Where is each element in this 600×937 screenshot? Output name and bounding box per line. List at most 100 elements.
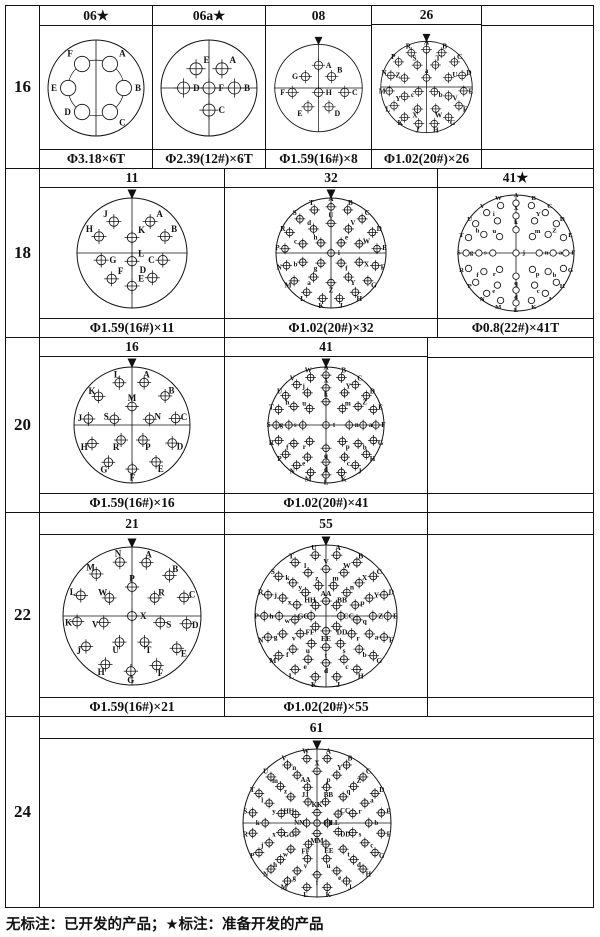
shell-size-label: 24	[6, 717, 40, 907]
pin-label: MM	[310, 837, 324, 845]
pin-label: L	[324, 479, 329, 487]
pin-label: U	[328, 212, 333, 220]
contact-spec: Φ1.02(20#)×55	[225, 697, 427, 716]
pin-X: X	[511, 205, 520, 220]
pin-label: k	[324, 391, 328, 399]
pin-P: P	[391, 54, 405, 68]
pin-label: A	[335, 543, 341, 552]
pin-q: q	[337, 788, 350, 803]
pin-U: U	[442, 71, 458, 84]
pin-G: G	[362, 275, 377, 290]
pin-T: T	[137, 634, 152, 655]
pin-i: i	[492, 211, 501, 225]
pin-label: X	[362, 573, 368, 582]
pin-label: AA	[321, 589, 332, 598]
pin-u: u	[302, 400, 315, 415]
pin-C: C	[101, 103, 126, 127]
pin-label: A	[143, 370, 150, 380]
pin-B: B	[157, 224, 177, 245]
pin-label: E	[386, 808, 391, 816]
pin-label: L	[303, 891, 308, 899]
connector-insert-diagram: A B CD E FG H J KL M NP R T U V W X Y Z Sa b c	[379, 34, 473, 135]
pin-B: B	[115, 79, 141, 96]
pin-label: M	[379, 88, 386, 96]
contact-spec	[428, 493, 593, 512]
pin-K: K	[527, 297, 537, 311]
pin-label: G	[109, 256, 116, 266]
pin-label: j	[260, 842, 263, 850]
pin-T: T	[269, 404, 284, 416]
pin-a: a	[307, 272, 319, 288]
pin-a: a	[549, 249, 562, 258]
pin-D: D	[360, 388, 375, 402]
pin-z: z	[312, 574, 325, 592]
pin-label: d	[324, 466, 328, 474]
pin-g: g	[469, 249, 482, 258]
pin-label: L	[289, 672, 294, 681]
pin-label: D	[379, 786, 384, 794]
pin-label: G	[450, 120, 456, 128]
pin-label: i	[492, 211, 494, 218]
pin-label: M	[495, 304, 502, 311]
pin-label: r	[492, 272, 495, 279]
pin-BB: BB	[330, 595, 347, 612]
pin-label: g	[469, 250, 473, 257]
contact-spec: Φ1.59(16#)×21	[40, 697, 224, 716]
pin-label: x	[272, 831, 276, 839]
pin-H: H	[81, 437, 99, 453]
pin-u: u	[492, 228, 503, 241]
insert-code: 55	[225, 513, 427, 535]
pin-c: c	[359, 837, 373, 850]
pin-label: n	[355, 421, 359, 429]
pin-label: F	[381, 264, 386, 272]
pin-J: J	[103, 209, 122, 230]
pin-W: W	[430, 103, 443, 120]
contact-spec: Φ3.18×6T	[40, 149, 152, 168]
pin-C: C	[356, 210, 370, 225]
pin-B: B	[342, 199, 354, 216]
pin-label: b	[363, 650, 367, 659]
contact-spec: Φ1.59(16#)×8	[266, 149, 371, 168]
pin-label: X	[412, 112, 418, 120]
pin-label: q	[346, 788, 350, 796]
pin-c: c	[339, 452, 350, 468]
pin-label: D	[64, 107, 71, 117]
pin-label: d	[514, 294, 518, 301]
pin-X: X	[412, 104, 424, 120]
pin-label: p	[535, 272, 539, 279]
pin-A: A	[142, 209, 163, 230]
pin-label: GG	[298, 612, 310, 621]
orientation-marker-icon	[422, 34, 431, 43]
pin-N: N	[381, 70, 397, 82]
pin-label: Z	[378, 612, 383, 621]
pin-b: b	[544, 268, 556, 279]
pin-F: F	[125, 462, 140, 483]
pin-H: H	[360, 449, 376, 463]
pin-C: C	[448, 54, 462, 68]
pin-m: m	[528, 228, 540, 241]
pin-g: g	[280, 420, 295, 431]
pin-E: E	[186, 54, 210, 78]
pin-X: X	[353, 573, 368, 589]
pin-D: D	[322, 99, 340, 118]
pin-CC: CC	[335, 610, 354, 622]
pin-F: F	[280, 85, 299, 99]
pin-label: K	[318, 302, 324, 310]
pin-A: A	[331, 543, 343, 561]
pin-Z: Z	[347, 777, 361, 792]
pin-label: D	[192, 620, 199, 630]
pin-label: FF	[305, 628, 315, 637]
pin-P: P	[467, 279, 479, 291]
pin-label: J	[336, 680, 340, 689]
pin-r: r	[346, 807, 361, 819]
pin-label: U	[311, 543, 317, 552]
pin-B: B	[340, 754, 352, 771]
pin-label: C	[365, 768, 370, 776]
pin-label: J	[415, 127, 419, 135]
pin-label: HH	[283, 808, 294, 816]
pin-GG: GG	[283, 826, 301, 839]
pin-k: k	[320, 391, 332, 408]
shell-size-label: 16	[6, 6, 40, 168]
pin-label: K	[341, 476, 347, 484]
